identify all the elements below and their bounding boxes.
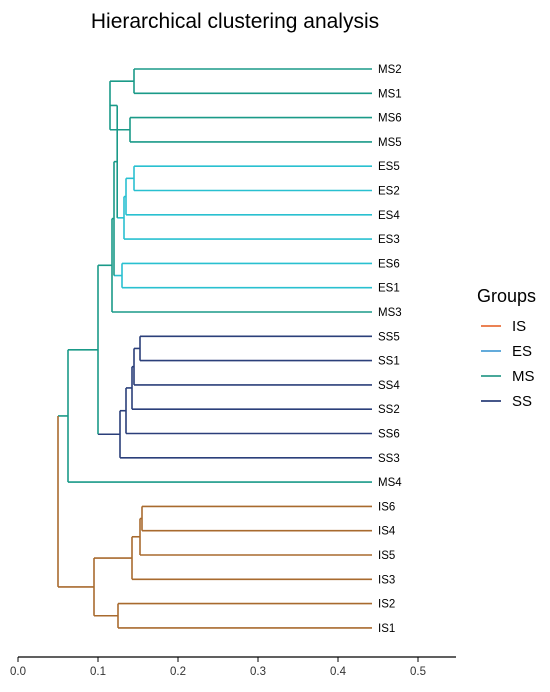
dendrogram-link xyxy=(133,347,372,386)
dendrogram-link xyxy=(121,262,372,289)
legend: Groups IS ES MS SS xyxy=(477,286,536,410)
leaf-label: ES5 xyxy=(378,161,400,173)
dendrogram-link xyxy=(117,602,372,629)
dendrogram-link xyxy=(97,264,120,436)
x-tick-label: 0.1 xyxy=(90,666,106,678)
dendrogram-link xyxy=(57,415,94,588)
leaf-label: MS2 xyxy=(378,64,402,76)
leaf-label: ES2 xyxy=(378,186,400,198)
leaf-label: MS1 xyxy=(378,88,402,100)
x-tick-label: 0.3 xyxy=(250,666,266,678)
legend-label: ES xyxy=(512,343,532,360)
x-axis: 0.0 0.1 0.2 0.3 0.4 0.5 xyxy=(10,656,456,678)
leaf-label: MS6 xyxy=(378,113,402,125)
leaf-label: SS1 xyxy=(378,356,400,368)
dendrogram-link xyxy=(125,177,372,216)
legend-entry: IS xyxy=(481,318,526,335)
leaf-label: MS4 xyxy=(378,477,402,489)
legend-entry: SS xyxy=(481,393,532,410)
dendrogram-link xyxy=(133,68,372,95)
dendrogram-link xyxy=(67,348,372,483)
legend-entry: MS xyxy=(481,368,535,385)
dendrogram-link xyxy=(129,116,372,143)
leaf-label: IS5 xyxy=(378,550,395,562)
x-tick-label: 0.4 xyxy=(330,666,347,678)
dendrogram-link xyxy=(125,387,372,435)
leaf-label: IS3 xyxy=(378,574,395,586)
legend-label: MS xyxy=(512,368,535,385)
dendrogram-link xyxy=(133,165,372,192)
leaf-label: SS3 xyxy=(378,453,400,465)
leaf-label: IS4 xyxy=(378,526,396,538)
legend-label: SS xyxy=(512,393,532,410)
dendrogram-branches xyxy=(57,68,372,629)
leaf-label: IS6 xyxy=(378,501,395,513)
dendrogram-link xyxy=(123,195,372,240)
leaf-label: SS5 xyxy=(378,331,400,343)
leaf-label: ES1 xyxy=(378,283,400,295)
x-tick-label: 0.2 xyxy=(170,666,186,678)
dendrogram-link xyxy=(139,517,372,556)
leaf-label: MS3 xyxy=(378,307,402,319)
dendrogram-link xyxy=(131,365,372,411)
legend-label: IS xyxy=(512,318,526,335)
leaf-label: IS2 xyxy=(378,599,395,611)
dendrogram-link xyxy=(139,335,372,362)
x-tick-label: 0.5 xyxy=(410,666,426,678)
leaf-label: IS1 xyxy=(378,623,395,635)
leaf-label: SS6 xyxy=(378,429,400,441)
leaf-labels: MS2 MS1 MS6 MS5 ES5 ES2 ES4 ES3 ES6 ES1 MS3 SS5 SS1 S… xyxy=(378,64,402,635)
leaf-label: SS2 xyxy=(378,404,400,416)
legend-title: Groups xyxy=(477,286,536,306)
leaf-label: ES3 xyxy=(378,234,400,246)
leaf-label: SS4 xyxy=(378,380,400,392)
dendrogram-link xyxy=(93,557,132,617)
leaf-label: ES4 xyxy=(378,210,400,222)
leaf-label: ES6 xyxy=(378,258,400,270)
legend-entry: ES xyxy=(481,343,532,360)
x-tick-label: 0.0 xyxy=(10,666,26,678)
dendrogram-link xyxy=(141,505,372,532)
dendrogram-link xyxy=(111,217,372,313)
chart-title: Hierarchical clustering analysis xyxy=(91,10,379,33)
dendrogram-link xyxy=(131,535,372,581)
leaf-label: MS5 xyxy=(378,137,402,149)
